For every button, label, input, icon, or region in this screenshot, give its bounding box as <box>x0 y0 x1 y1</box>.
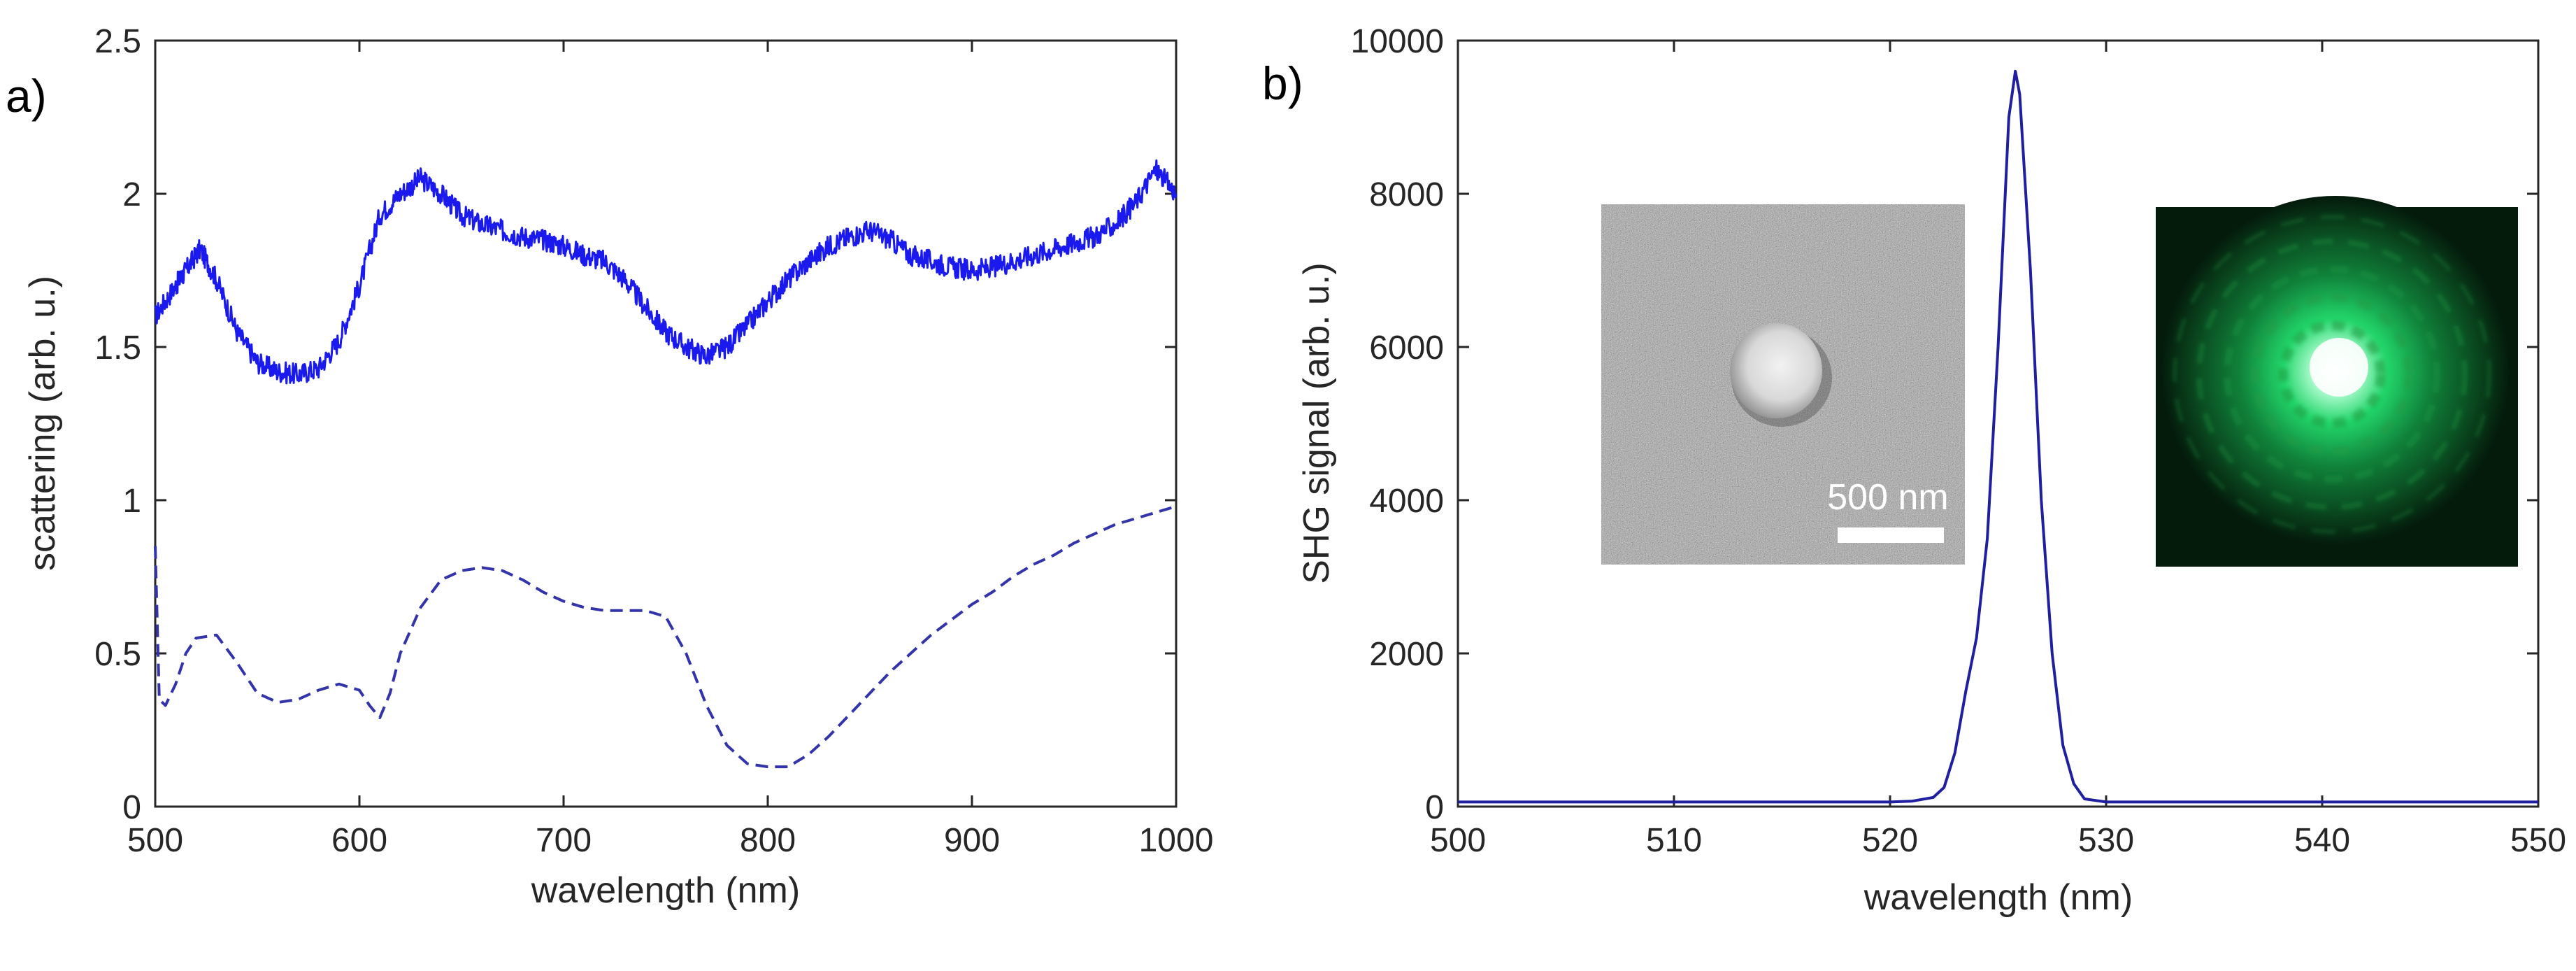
shg-ring <box>2196 239 2468 510</box>
shg-ring <box>2173 215 2491 534</box>
panel-b-x-axis: 500 510 520 530 540 550 <box>1430 41 2566 859</box>
panel-a-x-tick-label: 800 <box>740 822 796 859</box>
shg-inset-image <box>2156 196 2518 567</box>
panel-a-y-tick-label: 1 <box>122 483 141 520</box>
panel-b-y-tick-label: 0 <box>1425 789 1444 826</box>
panel-b-x-tick-label: 530 <box>2078 822 2134 859</box>
panel-a-y-axis: 0 0.5 1 1.5 2 2.5 <box>94 23 1176 826</box>
nanoparticle <box>1730 323 1822 418</box>
panel-b-y-tick-label: 8000 <box>1369 176 1444 213</box>
panel-b-axes-box <box>1457 39 2540 808</box>
panel-a-y-tick-label: 1.5 <box>94 329 141 367</box>
panel-b-x-tick-label: 500 <box>1430 822 1486 859</box>
panel-a-axes-box <box>154 39 1178 808</box>
panel-b-series-SHG <box>1458 69 2538 804</box>
panel-b-y-tick-label: 4000 <box>1369 483 1444 520</box>
panel-b-x-tick-label: 540 <box>2294 822 2350 859</box>
panel-b-y-tick-label: 2000 <box>1369 636 1444 673</box>
panel-a-x-tick-label: 700 <box>536 822 592 859</box>
panel-a-letter: a) <box>6 70 47 122</box>
panel-a-x-tick-label: 1000 <box>1139 822 1214 859</box>
sem-inset-image: 500 nm <box>1601 204 1965 565</box>
shg-ring <box>2224 266 2440 483</box>
shg-ring <box>2278 320 2386 428</box>
panel-a-y-label: scattering (arb. u.) <box>22 276 63 571</box>
panel-b-x-label: wavelength (nm) <box>1863 877 2133 918</box>
panel-b-y-label: SHG signal (arb. u.) <box>1296 262 1337 584</box>
panel-b-x-tick-label: 550 <box>2510 822 2566 859</box>
scale-bar-label: 500 nm <box>1827 477 1948 518</box>
panel-a: a) 500 600 700 800 900 1000 0 0.5 1 1.5 2 2.5 wave… <box>6 23 1213 911</box>
panel-a-y-tick-label: 0 <box>122 789 141 826</box>
panel-b-x-tick-label: 510 <box>1646 822 1702 859</box>
shg-hotspot <box>2310 338 2368 397</box>
panel-b-y-tick-label: 6000 <box>1369 329 1444 367</box>
panel-a-y-tick-label: 2 <box>122 176 141 213</box>
panel-a-x-axis: 500 600 700 800 900 1000 <box>127 41 1213 859</box>
panel-a-x-tick-label: 600 <box>331 822 387 859</box>
panel-a-x-label: wavelength (nm) <box>531 870 800 911</box>
panel-a-y-tick-label: 2.5 <box>94 23 141 60</box>
panel-b-series <box>1458 69 2538 804</box>
scale-bar <box>1838 527 1944 543</box>
panel-b-y-axis: 0 2000 4000 6000 8000 10000 <box>1351 23 2538 826</box>
panel-b-letter: b) <box>1262 57 1303 109</box>
panel-a-series <box>154 159 1178 769</box>
shg-diffraction-rings <box>2173 215 2491 534</box>
panel-a-x-tick-label: 500 <box>127 822 183 859</box>
shg-ring <box>2251 293 2413 455</box>
panel-a-x-tick-label: 900 <box>944 822 1000 859</box>
panel-b-x-tick-label: 520 <box>1862 822 1918 859</box>
panel-a-series-measured <box>154 159 1178 385</box>
panel-a-series-calculated <box>154 504 1177 769</box>
panel-b: b) 500 510 520 530 540 550 0 2000 4000 6000 8000 1… <box>1262 23 2566 918</box>
panel-a-y-tick-label: 0.5 <box>94 636 141 673</box>
panel-b-y-tick-label: 10000 <box>1351 23 1444 60</box>
